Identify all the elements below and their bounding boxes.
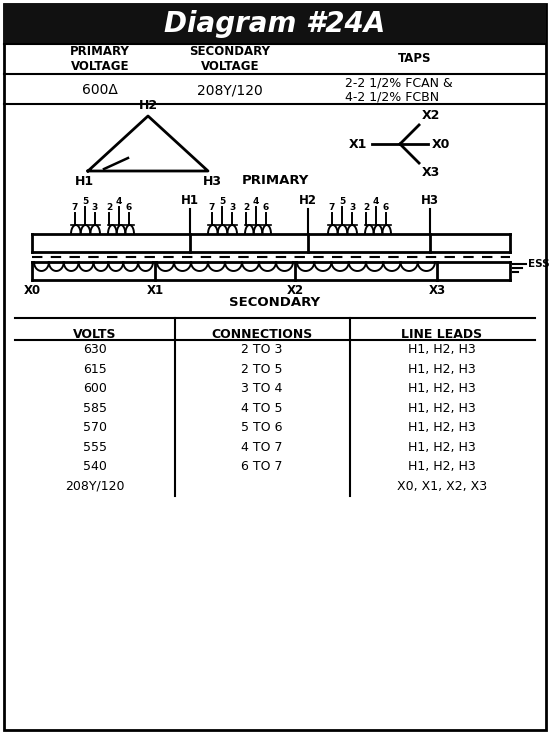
Text: 3: 3	[349, 203, 355, 212]
Text: 585: 585	[83, 401, 107, 415]
Text: 208Y/120: 208Y/120	[197, 83, 263, 97]
Text: 6: 6	[263, 203, 269, 212]
Text: 3: 3	[229, 203, 235, 212]
Text: 5: 5	[339, 197, 345, 206]
Text: Diagram #24A: Diagram #24A	[164, 10, 386, 38]
Text: H1, H2, H3: H1, H2, H3	[408, 363, 476, 376]
Text: H1, H2, H3: H1, H2, H3	[408, 421, 476, 435]
Text: 4: 4	[373, 197, 379, 206]
Text: 615: 615	[83, 363, 107, 376]
Text: X0: X0	[24, 284, 41, 297]
Text: 7: 7	[329, 203, 335, 212]
Text: 630: 630	[83, 344, 107, 356]
Text: X1: X1	[146, 284, 163, 297]
Text: 4 TO 5: 4 TO 5	[241, 401, 283, 415]
Text: 2: 2	[363, 203, 369, 212]
Text: H3: H3	[202, 175, 222, 188]
Text: X0: X0	[432, 137, 450, 150]
Text: X2: X2	[422, 109, 441, 122]
Text: H1, H2, H3: H1, H2, H3	[408, 460, 476, 473]
Text: 600: 600	[83, 382, 107, 395]
Text: PRIMARY: PRIMARY	[241, 175, 309, 187]
Text: H1: H1	[74, 175, 94, 188]
Text: 6: 6	[383, 203, 389, 212]
Text: ESS: ESS	[528, 259, 549, 269]
Text: LINE LEADS: LINE LEADS	[402, 328, 482, 341]
Text: 208Y/120: 208Y/120	[65, 480, 125, 493]
Text: 540: 540	[83, 460, 107, 473]
Text: X2: X2	[287, 284, 304, 297]
Text: 2 TO 5: 2 TO 5	[241, 363, 283, 376]
Text: X0, X1, X2, X3: X0, X1, X2, X3	[397, 480, 487, 493]
Text: 555: 555	[83, 440, 107, 454]
Text: H1, H2, H3: H1, H2, H3	[408, 440, 476, 454]
Text: TAPS: TAPS	[398, 53, 432, 65]
Text: 4: 4	[253, 197, 259, 206]
Text: X3: X3	[422, 166, 441, 179]
Text: H2: H2	[139, 99, 157, 112]
Text: CONNECTIONS: CONNECTIONS	[211, 328, 312, 341]
Text: H1, H2, H3: H1, H2, H3	[408, 382, 476, 395]
Text: 6 TO 7: 6 TO 7	[241, 460, 283, 473]
Text: VOLTS: VOLTS	[73, 328, 117, 341]
Text: 7: 7	[209, 203, 215, 212]
Text: X1: X1	[349, 137, 367, 150]
Text: 2 TO 3: 2 TO 3	[241, 344, 283, 356]
Text: 2: 2	[243, 203, 249, 212]
Text: 5 TO 6: 5 TO 6	[241, 421, 283, 435]
Text: H1: H1	[181, 194, 199, 207]
Text: 6: 6	[126, 203, 132, 212]
Bar	[4, 4, 546, 44]
Text: 4 TO 7: 4 TO 7	[241, 440, 283, 454]
Text: 4: 4	[116, 197, 122, 206]
Text: PRIMARY
VOLTAGE: PRIMARY VOLTAGE	[70, 45, 130, 73]
Text: 2: 2	[106, 203, 112, 212]
Text: 5: 5	[82, 197, 88, 206]
Text: H3: H3	[421, 194, 439, 207]
Text: 3: 3	[92, 203, 98, 212]
Text: H1, H2, H3: H1, H2, H3	[408, 401, 476, 415]
Text: H1, H2, H3: H1, H2, H3	[408, 344, 476, 356]
Text: 2-2 1/2% FCAN &
4-2 1/2% FCBN: 2-2 1/2% FCAN & 4-2 1/2% FCBN	[345, 76, 453, 104]
Text: X3: X3	[428, 284, 446, 297]
Text: 570: 570	[83, 421, 107, 435]
Text: SECONDARY
VOLTAGE: SECONDARY VOLTAGE	[190, 45, 271, 73]
Text: H2: H2	[299, 194, 317, 207]
Text: 5: 5	[219, 197, 225, 206]
Text: SECONDARY: SECONDARY	[229, 296, 321, 308]
Text: 7: 7	[72, 203, 78, 212]
Text: 600Δ: 600Δ	[82, 83, 118, 97]
Text: 3 TO 4: 3 TO 4	[241, 382, 283, 395]
